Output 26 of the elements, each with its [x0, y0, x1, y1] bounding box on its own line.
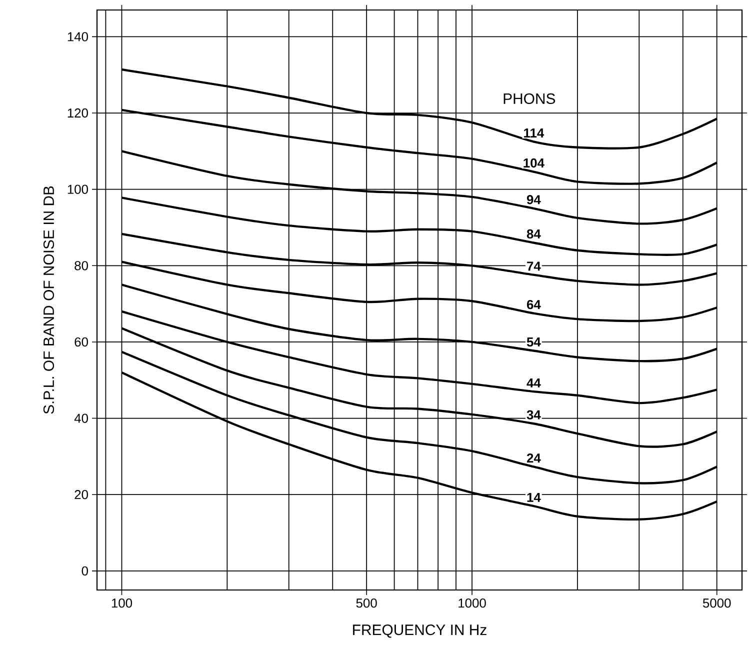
series-label: 14 [527, 492, 541, 502]
series-label: 34 [526, 410, 541, 420]
y-axis-title: S.P.L. OF BAND OF NOISE IN DB [43, 186, 54, 414]
series-label: 64 [526, 300, 541, 310]
x-axis-title: FREQUENCY IN Hz [353, 624, 486, 638]
y-tick-label: 120 [68, 108, 88, 118]
y-tick-label: 60 [74, 337, 88, 347]
y-tick-label: 0 [82, 566, 88, 576]
x-tick-label: 5000 [702, 598, 731, 608]
x-tick-label: 1000 [458, 598, 486, 608]
series-label: 94 [526, 195, 541, 204]
series-label: 114 [524, 128, 544, 138]
series-label: 74 [527, 262, 541, 271]
y-tick-label: 80 [74, 261, 88, 270]
legend-title: PHONS [504, 93, 556, 104]
series-label: 54 [526, 338, 541, 347]
y-tick-label: 40 [74, 414, 88, 423]
series-label: 24 [526, 454, 541, 463]
series-label: 44 [526, 378, 541, 388]
y-tick-label: 140 [68, 32, 88, 42]
y-tick-label: 100 [68, 184, 88, 194]
x-tick-label: 500 [356, 598, 377, 608]
series-label: 84 [526, 229, 541, 239]
y-tick-label: 20 [74, 490, 88, 500]
series-label: 104 [524, 158, 544, 168]
x-tick-label: 100 [112, 598, 132, 608]
